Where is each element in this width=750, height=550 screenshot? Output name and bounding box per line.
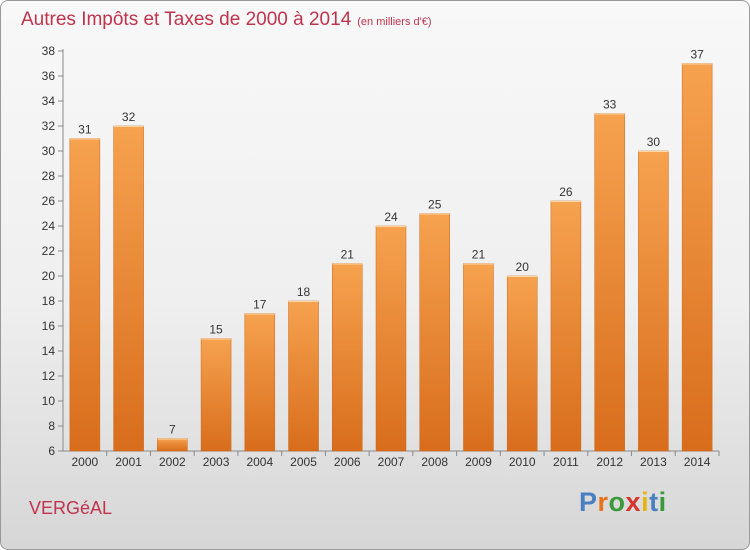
x-tick-label: 2001 xyxy=(115,455,142,469)
y-tick-label: 34 xyxy=(42,94,56,108)
y-tick-label: 32 xyxy=(42,119,56,133)
y-tick-label: 18 xyxy=(42,294,56,308)
value-label-2012: 33 xyxy=(603,98,617,112)
bar-2007 xyxy=(375,225,407,452)
value-label-2003: 15 xyxy=(209,323,223,337)
y-tick-label: 36 xyxy=(42,69,56,83)
logo-letter: i xyxy=(658,487,667,517)
bar-2002 xyxy=(157,438,188,452)
x-tick-label: 2014 xyxy=(684,455,711,469)
logo-letter: i xyxy=(641,487,650,517)
bar-2011 xyxy=(550,200,582,452)
value-label-2002: 7 xyxy=(169,423,176,437)
bar-2003 xyxy=(200,338,232,452)
y-tick-label: 16 xyxy=(42,319,56,333)
y-tick-label: 22 xyxy=(42,244,56,258)
chart-unit-label: (en milliers d'€) xyxy=(357,16,432,28)
bar-2012 xyxy=(594,113,625,452)
logo-letter: P xyxy=(579,487,598,517)
value-label-2011: 26 xyxy=(559,185,573,199)
y-tick-label: 12 xyxy=(42,369,56,383)
x-tick-label: 2005 xyxy=(290,455,317,469)
x-tick-label: 2006 xyxy=(334,455,361,469)
value-label-2013: 30 xyxy=(647,135,661,149)
logo-letter: o xyxy=(608,487,626,517)
value-labels: 31 32 7 15 17 18 21 24 25 21 20 26 33 30 37 xyxy=(78,48,704,437)
value-label-2010: 20 xyxy=(516,260,530,274)
bar-2006 xyxy=(332,263,363,452)
x-tick-label: 2011 xyxy=(553,455,579,469)
bar-2005 xyxy=(288,300,319,452)
bar-2008 xyxy=(419,213,450,452)
x-tick-label: 2002 xyxy=(159,455,186,469)
value-label-2006: 21 xyxy=(341,248,355,262)
y-tick-label: 20 xyxy=(42,269,56,283)
bar-2000 xyxy=(69,138,101,452)
x-tick-label: 2003 xyxy=(203,455,230,469)
value-label-2009: 21 xyxy=(472,248,486,262)
y-tick-label: 14 xyxy=(42,344,56,358)
chart-title: Autres Impôts et Taxes de 2000 à 2014 (en… xyxy=(21,9,432,31)
value-label-2004: 17 xyxy=(253,298,267,312)
y-tick-label: 30 xyxy=(42,144,56,158)
y-tick-label: 10 xyxy=(42,394,56,408)
proxiti-logo: Proxiti xyxy=(579,487,667,518)
y-tick-label: 28 xyxy=(42,169,56,183)
x-tick-label: 2012 xyxy=(596,455,623,469)
commune-name: VERGéAL xyxy=(29,498,113,518)
x-tick-label: 2009 xyxy=(465,455,492,469)
logo-letter: x xyxy=(625,487,642,517)
y-tick-label: 38 xyxy=(42,44,56,58)
value-label-2014: 37 xyxy=(690,48,704,62)
y-tick-label: 26 xyxy=(42,194,56,208)
x-tick-label: 2007 xyxy=(378,455,405,469)
x-tick-label: 2010 xyxy=(509,455,536,469)
y-tick-label: 8 xyxy=(48,419,55,433)
value-label-2007: 24 xyxy=(384,210,398,224)
bars xyxy=(69,63,713,452)
value-label-2008: 25 xyxy=(428,198,442,212)
y-tick-label: 6 xyxy=(48,444,55,458)
value-label-2005: 18 xyxy=(297,285,311,299)
x-tick-label: 2000 xyxy=(72,455,99,469)
bar-2013 xyxy=(638,150,669,452)
logo-letter: t xyxy=(649,487,659,517)
y-tick-label: 24 xyxy=(42,219,56,233)
x-tick-label: 2004 xyxy=(246,455,273,469)
bar-2010 xyxy=(506,275,538,452)
bar-2004 xyxy=(244,313,276,452)
value-label-2001: 32 xyxy=(122,110,136,124)
bar-2014 xyxy=(681,63,713,452)
x-tick-label: 2008 xyxy=(421,455,448,469)
chart-title-text: Autres Impôts et Taxes de 2000 à 2014 xyxy=(21,9,352,30)
x-tick-label: 2013 xyxy=(640,455,667,469)
logo-letter: r xyxy=(597,487,609,517)
bar-2001 xyxy=(113,125,144,452)
bar-2009 xyxy=(463,263,494,452)
value-label-2000: 31 xyxy=(78,123,92,137)
